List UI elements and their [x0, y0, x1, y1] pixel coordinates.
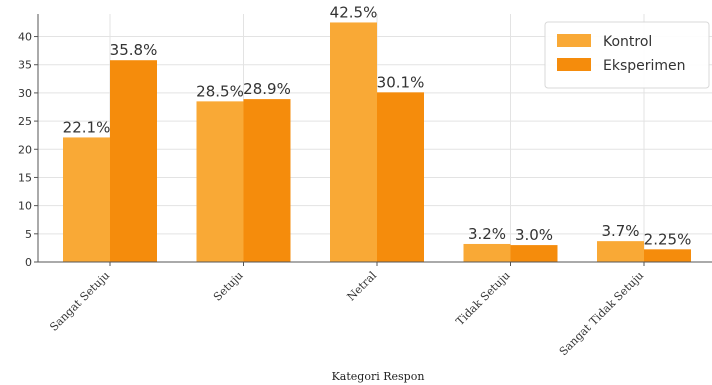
bar-eksperimen-3 [510, 245, 558, 262]
bar-kontrol-3 [463, 243, 511, 262]
data-label-kontrol-0: 22.1% [63, 118, 111, 136]
y-tick-label: 15 [18, 171, 32, 184]
data-label-kontrol-2: 42.5% [330, 3, 378, 21]
legend-label-eksperimen: Eksperimen [603, 58, 686, 74]
bar-eksperimen-4 [644, 249, 691, 262]
legend: Kontrol Eksperimen [544, 21, 710, 89]
x-axis-label: Kategori Respon [332, 370, 425, 383]
data-label-eksperimen-0: 35.8% [110, 41, 158, 59]
data-label-kontrol-1: 28.5% [196, 82, 244, 100]
y-tick-label: 10 [18, 200, 32, 213]
bar-eksperimen-1 [243, 99, 291, 262]
data-labels: 22.1% 28.5% 42.5% 3.2% 3.7% 35.8% 28.9% 30.1% 3.… [63, 3, 692, 248]
x-tick-label-2: Netral [345, 269, 380, 304]
x-tick-label-0: Sangat Setuju [47, 269, 112, 334]
data-label-kontrol-3: 3.2% [468, 225, 506, 243]
legend-label-kontrol: Kontrol [603, 34, 652, 50]
data-label-eksperimen-1: 28.9% [243, 80, 291, 98]
data-label-eksperimen-4: 2.25% [644, 230, 692, 248]
data-label-eksperimen-2: 30.1% [377, 73, 425, 91]
bar-kontrol-1 [196, 101, 244, 262]
bar-eksperimen-0 [110, 60, 157, 262]
bar-eksperimen-2 [377, 92, 424, 262]
bar-kontrol-4 [597, 241, 644, 262]
legend-swatch-eksperimen [557, 58, 591, 71]
y-tick-label: 35 [18, 59, 32, 72]
x-tick-label-3: Tidak Setuju [453, 269, 512, 328]
data-label-eksperimen-3: 3.0% [515, 226, 553, 244]
x-tick-label-4: Sangat Tidak Setuju [557, 269, 646, 358]
y-tick-label: 5 [25, 228, 32, 241]
y-tick-label: 0 [25, 256, 32, 269]
legend-box [544, 21, 710, 89]
x-tick-label-1: Setuju [211, 269, 246, 304]
y-tick-label: 40 [18, 31, 32, 44]
y-tick-label: 25 [18, 115, 32, 128]
y-tick-label: 30 [18, 87, 32, 100]
bar-kontrol-0 [63, 137, 110, 262]
y-tick-label: 20 [18, 143, 32, 156]
bars [63, 22, 691, 263]
data-label-kontrol-4: 3.7% [601, 222, 639, 240]
legend-swatch-kontrol [557, 34, 591, 47]
bar-kontrol-2 [330, 22, 377, 263]
